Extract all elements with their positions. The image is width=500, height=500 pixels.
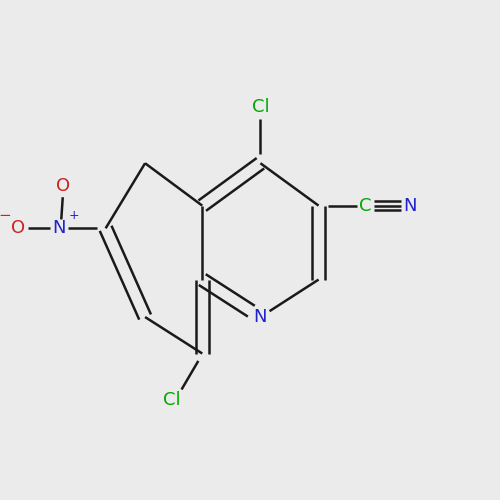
Text: N: N bbox=[254, 308, 267, 326]
Text: C: C bbox=[359, 196, 372, 214]
Text: Cl: Cl bbox=[163, 392, 180, 409]
Text: N: N bbox=[403, 196, 416, 214]
Text: O: O bbox=[12, 220, 26, 238]
Text: −: − bbox=[0, 208, 11, 223]
Text: N: N bbox=[52, 220, 66, 238]
Text: +: + bbox=[68, 210, 79, 222]
Text: Cl: Cl bbox=[252, 98, 269, 116]
Text: O: O bbox=[56, 178, 70, 196]
